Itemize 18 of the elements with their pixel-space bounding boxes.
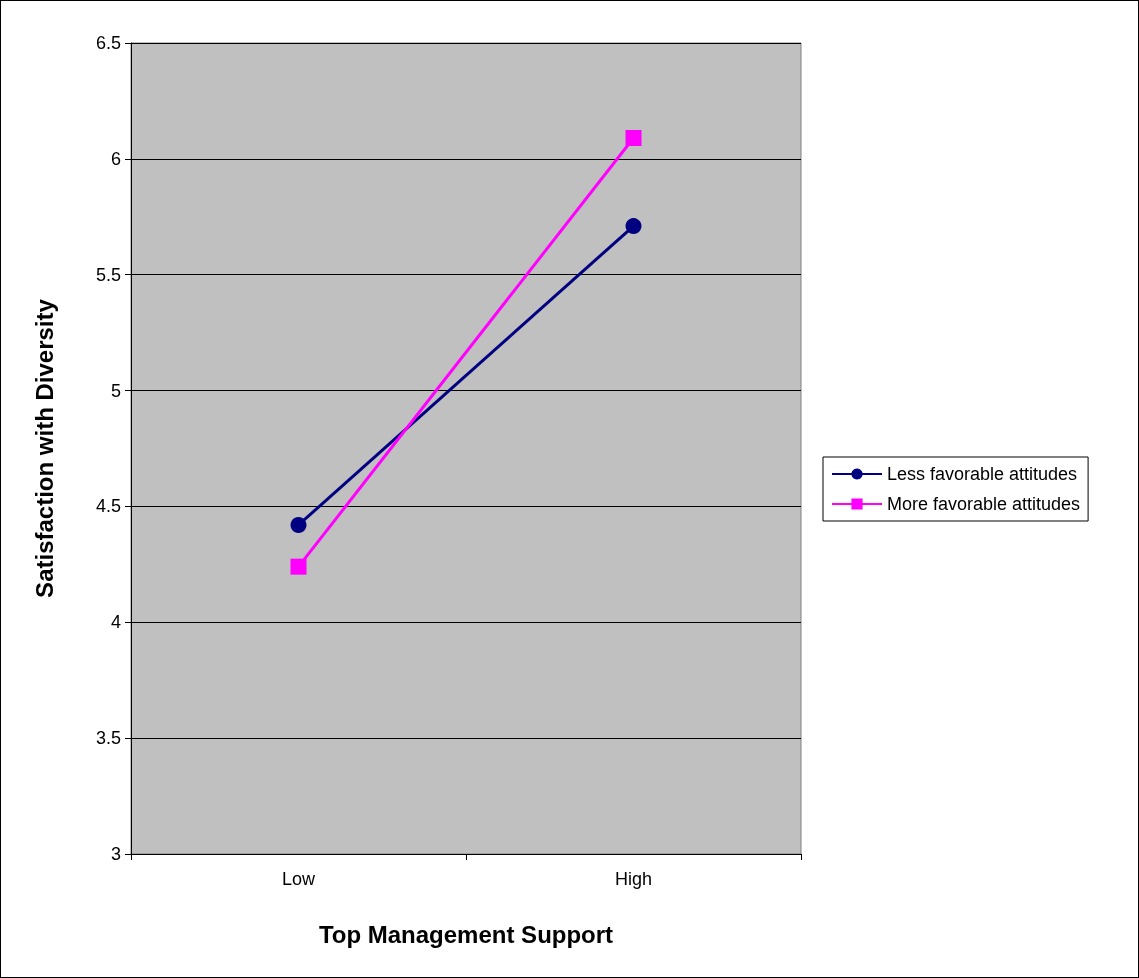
y-tick-label: 6.5 [95, 33, 121, 53]
x-tick-label: High [614, 869, 653, 889]
y-axis-title: Satisfaction with Diversity [30, 298, 58, 598]
point [625, 130, 642, 146]
x-axis-title: Top Management Support [318, 920, 614, 948]
y-tick-label: 4.5 [95, 496, 121, 517]
legend-label: Less favorable attitudes [887, 464, 1078, 484]
y-tick-label: 5 [110, 380, 121, 401]
y-tick-label: 5.5 [95, 264, 121, 285]
point [290, 558, 307, 575]
y-tick-label: 3 [110, 844, 121, 864]
y-tick-label: 3.5 [95, 728, 121, 749]
legend-label: More favorable attitudes [887, 494, 1081, 514]
point [290, 516, 307, 533]
y-tick-label: 6 [110, 148, 121, 169]
y-tick-label: 4 [110, 612, 121, 633]
x-tick-label: Low [281, 869, 317, 889]
point [625, 218, 642, 235]
